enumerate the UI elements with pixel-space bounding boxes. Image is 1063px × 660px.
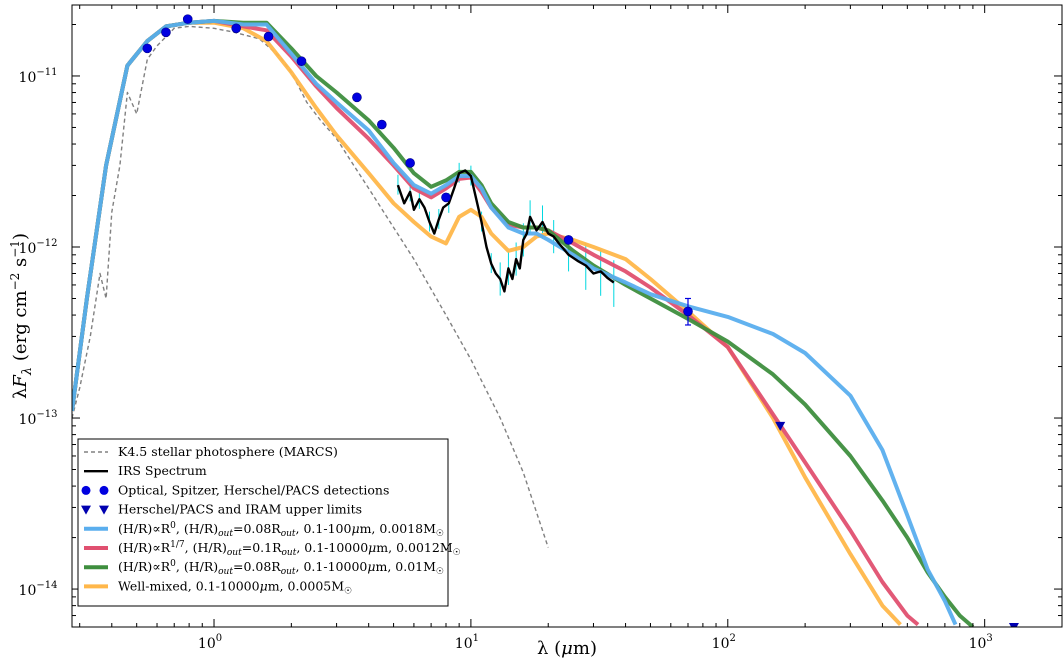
irs-line <box>396 169 615 293</box>
legend-label: (H/R)∝R0, (H/R)out=0.08Rout, 0.1-100μm, … <box>118 521 444 539</box>
upper-limit-marker <box>775 421 786 431</box>
detection-point <box>405 158 415 168</box>
y-axis-label: λFλ (erg cm−2 s−1) <box>8 233 35 399</box>
legend-box <box>77 438 449 607</box>
legend-label: Herschel/PACS and IRAM upper limits <box>118 502 362 517</box>
legend-swatch-detection <box>81 485 91 495</box>
legend-label: (H/R)∝R0, (H/R)out=0.08Rout, 0.1-10000μm… <box>118 559 444 577</box>
detection-point <box>563 235 574 245</box>
legend-swatch-detection <box>99 485 109 495</box>
x-axis-label: λ (μm) <box>537 638 597 659</box>
x-tick-label: 100 <box>198 633 222 652</box>
detection-point <box>441 192 451 203</box>
detection-point <box>161 27 171 38</box>
legend-label: K4.5 stellar photosphere (MARCS) <box>118 444 338 459</box>
y-tick-label: 10−13 <box>19 409 58 428</box>
detection-point <box>377 119 387 130</box>
axis-ticks: 100 101 102 103 10−14 10−13 10−12 10−11 <box>19 5 1063 652</box>
upper-limit-marker <box>1008 623 1019 627</box>
y-tick-label: 10−11 <box>19 67 58 86</box>
detection-point <box>352 92 362 103</box>
detection-point <box>263 31 274 42</box>
model-a-line <box>72 18 958 626</box>
detection-point <box>231 23 242 34</box>
detection-point <box>142 43 153 54</box>
plot-frame <box>71 4 1063 628</box>
photosphere-line <box>72 25 549 548</box>
legend-label: Well-mixed, 0.1-10000μm, 0.0005M☉ <box>118 578 352 596</box>
detection-point <box>683 306 693 317</box>
y-tick-label: 10−12 <box>19 238 58 257</box>
legend-swatch-upper-limit <box>81 505 91 515</box>
x-tick-label: 103 <box>969 633 993 652</box>
legend-swatch-upper-limit <box>99 505 109 515</box>
x-tick-label: 102 <box>712 633 736 652</box>
legend-label: Optical, Spitzer, Herschel/PACS detectio… <box>118 482 389 497</box>
legend-label: IRS Spectrum <box>118 463 207 478</box>
x-tick-label: 101 <box>455 633 479 652</box>
detection-point <box>182 14 193 24</box>
detection-point <box>296 56 307 67</box>
photometry-markers <box>142 14 1019 627</box>
legend: K4.5 stellar photosphere (MARCS) IRS Spec… <box>77 438 461 607</box>
legend-label: (H/R)∝R1/7, (H/R)out=0.1Rout, 0.1-10000μ… <box>118 540 461 558</box>
y-tick-label: 10−14 <box>19 580 58 599</box>
